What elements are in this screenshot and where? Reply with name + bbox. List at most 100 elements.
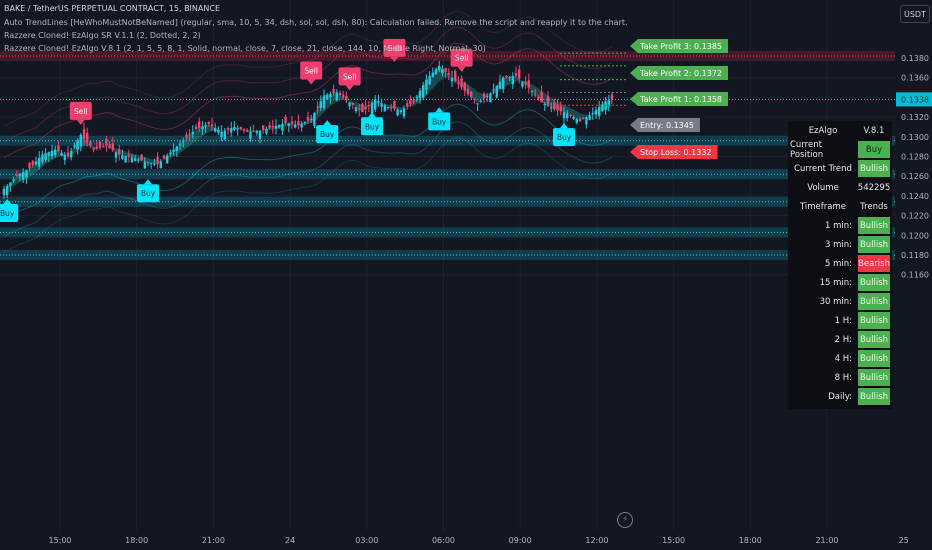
stop-loss-label: Stop Loss: 0.1332 [630, 145, 718, 159]
ez-row: 15 min: Bullish [788, 273, 892, 292]
currency-button[interactable]: USDT [900, 5, 930, 23]
envelope-line [3, 121, 613, 237]
candle-body [386, 107, 390, 109]
indicator-legend-2[interactable]: Razzere Cloned! EzAlgo SR V.1.1 (2, Dott… [4, 31, 201, 40]
candle-body [562, 112, 566, 119]
time-tick-label: 18:00 [739, 536, 762, 545]
candle-body [396, 109, 399, 116]
candle-body [31, 161, 34, 165]
candle-body [9, 182, 12, 186]
buy-signal [428, 112, 451, 131]
ezalgo-table: EzAlgo V.8.1 Current Position Buy Current … [788, 121, 892, 409]
ez-row-label: 4 H: [834, 353, 852, 364]
candle-body [527, 80, 530, 88]
candle-body [495, 85, 498, 98]
candle-body [572, 117, 575, 120]
signal-label: Buy [0, 209, 15, 218]
sell-signal [69, 101, 92, 120]
ez-row-label: 15 min: [819, 277, 852, 288]
ez-row-value: Bullish [858, 388, 890, 405]
candle-body [278, 124, 281, 128]
candle-body [537, 96, 540, 99]
candle-body [300, 123, 303, 128]
candle-body [415, 96, 418, 98]
last-price-label: 0.1338 [901, 95, 929, 104]
lightning-icon[interactable]: ⚡ [617, 512, 633, 528]
candle-body [444, 68, 447, 72]
chart-title: BAKE / TetherUS PERPETUAL CONTRACT, 15, … [4, 4, 220, 13]
ez-row-value: Bullish [858, 293, 890, 310]
candle-body [534, 94, 537, 96]
ez-row: 1 min: Bullish [788, 216, 892, 235]
indicator-legend-3[interactable]: Razzere Cloned! EzAlgo V.8.1 (2, 1, 5, 5… [4, 44, 486, 53]
candle-body [162, 155, 166, 159]
candle-body [2, 189, 6, 195]
candle-body [383, 105, 386, 111]
indicator-legend-1[interactable]: Auto TrendLines [HeWhoMustNotBeNamed] (r… [4, 18, 628, 27]
price-axis-bg [895, 0, 932, 550]
ez-row: Volume 542295 [788, 178, 892, 197]
price-tick-label: 0.1320 [901, 113, 929, 122]
candle-body [377, 101, 380, 103]
candle-body [550, 107, 553, 109]
candle-body [425, 79, 428, 90]
candle-body [594, 110, 598, 115]
price-axis[interactable]: 0.1160 0.1180 0.1200 0.1220 0.1240 0.1260 0.12… [896, 54, 932, 280]
candle-body [73, 145, 76, 147]
candle-body [214, 127, 217, 132]
time-axis[interactable]: 15:00 18:00 21:00 24 03:00 06:00 09:00 12:00 15:… [48, 536, 908, 545]
candle-body [233, 126, 236, 130]
time-tick-label: 03:00 [355, 536, 378, 545]
signal-pointer [144, 179, 152, 185]
tp2-label: Take Profit 2: 0.1372 [630, 66, 729, 80]
candle-body [364, 106, 367, 109]
envelope-line [3, 103, 613, 220]
candle-body [502, 77, 505, 90]
ez-row: 4 H: Bullish [788, 349, 892, 368]
candle-body [76, 140, 79, 150]
candle-body [6, 185, 9, 196]
ez-row-label: Daily: [828, 391, 852, 402]
envelope-line [3, 42, 613, 158]
candle-body [105, 138, 108, 146]
candles [2, 60, 614, 199]
signal-pointer [560, 123, 568, 129]
signal-pointer [435, 107, 444, 113]
candle-body [370, 102, 374, 114]
candle-body [281, 123, 284, 131]
candle-body [575, 119, 578, 123]
buy-signal [361, 117, 383, 136]
candle-body [18, 174, 22, 177]
candle-body [217, 129, 220, 133]
last-price-badge [896, 92, 932, 107]
candle-body [22, 172, 25, 180]
candle-body [239, 127, 242, 130]
candle-body [140, 154, 143, 161]
candle-body [271, 125, 274, 127]
candle-body [332, 88, 335, 94]
ez-row-value: Bullish [858, 236, 890, 253]
candle-body [284, 116, 287, 124]
candle-body [524, 81, 527, 85]
candle-body [111, 143, 114, 151]
ez-row-label: 2 H: [834, 334, 852, 345]
time-tick-label: 18:00 [125, 536, 148, 545]
candle-body [57, 145, 60, 152]
candle-body [182, 140, 185, 142]
signal-pointer [76, 119, 85, 125]
candle-body [367, 105, 370, 107]
ez-row: 2 H: Bullish [788, 330, 892, 349]
candle-body [70, 151, 73, 158]
sell-signal [338, 67, 361, 86]
signal-label: Sell [388, 44, 402, 53]
candle-body [607, 100, 610, 107]
candle-body [351, 102, 354, 105]
buy-signal [553, 128, 575, 147]
candle-body [134, 158, 137, 161]
candle-body [463, 82, 466, 91]
candle-body [92, 148, 95, 150]
signal-label: Sell [74, 107, 88, 116]
candle-body [514, 73, 518, 76]
ez-row: Daily: Bullish [788, 387, 892, 406]
